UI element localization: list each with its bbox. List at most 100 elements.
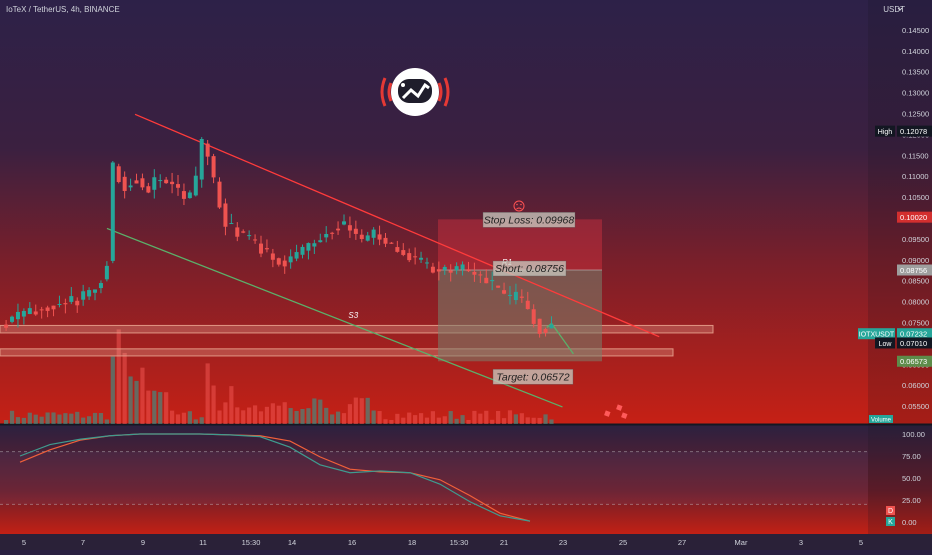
price-tick-label: 0.07500 [902,319,929,328]
candle-body [537,318,542,334]
support-zone[interactable] [0,348,674,357]
sad-face-icon [513,200,525,212]
candle-body [377,234,382,240]
volume-bar [217,410,222,424]
candle-body [75,300,80,306]
time-tick-label: Mar [735,538,748,547]
position-labels: Stop Loss: 0.09968 Short: 0.08756 Target: … [482,212,576,385]
short-entry-label-text: Short: 0.08756 [495,263,564,275]
volume-bar [57,414,62,424]
volume-bar [318,399,323,424]
candle-body [478,274,483,276]
volume-bar [347,404,353,424]
volume-bar [193,419,198,424]
candle-body [122,176,127,191]
candle-body [69,296,74,302]
oscillator-layer: 100.00 75.00 50.00 25.00 0.00 [0,430,925,527]
currency-label[interactable]: USDT [883,5,905,14]
candle-body [146,186,151,193]
volume-bar [288,408,293,424]
candle-body [341,221,346,225]
candle-body [253,239,258,241]
volume-bar [264,406,270,424]
volume-bar [205,363,210,424]
time-tick-label: 23 [559,538,567,547]
candle-body [448,270,453,273]
candle-body [110,162,115,261]
resistance-zone[interactable] [0,324,714,334]
candle-body [407,253,412,261]
candle-body [211,156,216,178]
candle-body [365,235,370,241]
volume-bar [81,417,86,424]
volume-bar [51,412,56,424]
stop-loss-label-text: Stop Loss: 0.09968 [484,214,575,226]
price-marker-tag [875,337,895,349]
candle-body [371,229,376,238]
volume-bar [454,418,459,424]
event-markers-icon [604,404,628,419]
candle-body [21,310,26,317]
candle-body [10,316,15,322]
time-tick-label: 14 [288,538,296,547]
candle-body [140,178,145,188]
price-tick-label: 0.14000 [902,47,929,56]
candle-body [389,242,394,244]
time-axis[interactable]: 5 7 9 11 15:30 14 16 18 15:30 21 23 25 27 Mar 3 5 [22,538,863,547]
candle-body [543,329,548,333]
candle-body [45,307,50,311]
target-label-text: Target: 0.06572 [496,371,569,383]
volume-bar [75,411,80,424]
candle-body [170,181,175,185]
price-tick-label: 0.06000 [902,381,929,390]
candle-body [87,290,92,297]
candle-body [264,248,269,250]
time-tick-label: 5 [859,538,863,547]
candle-body [4,324,9,328]
oscillator-tick-label: 25.00 [902,496,921,505]
candle-body [235,227,240,237]
volume-bar [187,411,192,424]
volume-bar [175,414,181,424]
candle-body [176,184,181,188]
candle-body [51,305,56,310]
volume-badge [869,415,893,423]
astronaut-logo [380,68,450,116]
trendline-r1[interactable] [134,113,660,338]
time-tick-label: 21 [500,538,508,547]
volume-bar [258,411,264,424]
volume-bar [235,407,240,424]
candle-body [395,247,400,252]
candle-body [181,191,186,199]
candle-body [454,266,459,271]
price-tick-label: 0.08000 [902,298,929,307]
volume-bar [531,417,536,424]
volume-bar [122,352,127,424]
candle-body [490,279,495,282]
volume-bar [306,408,311,424]
candle-body [81,291,86,300]
price-tick-label: 0.14500 [902,26,929,35]
volume-bar [312,398,317,424]
candle-body [223,203,228,227]
volume-bar [211,385,216,424]
chart-symbol-title[interactable]: IoTeX / TetherUS, 4h, BINANCE [6,5,120,14]
price-marker-value: 0.10020 [900,213,927,222]
price-marker-value: 0.07232 [900,330,927,339]
chevron-down-icon[interactable] [897,7,903,11]
candle-body [502,290,507,294]
position-tool[interactable] [438,219,602,362]
trendline-s3[interactable] [106,227,563,408]
volume-bar [407,412,412,424]
volume-bar [401,417,406,424]
candle-body [330,232,335,234]
volume-bar [501,418,507,424]
time-tick-label: 27 [678,538,686,547]
price-axis[interactable]: 0.055000.060000.065000.070000.075000.080… [858,26,932,411]
price-marker [897,211,932,223]
profit-region[interactable] [438,269,602,362]
candle-body [324,234,329,238]
price-marker-value: 0.08756 [900,266,927,275]
price-marker-name: High [878,129,893,136]
